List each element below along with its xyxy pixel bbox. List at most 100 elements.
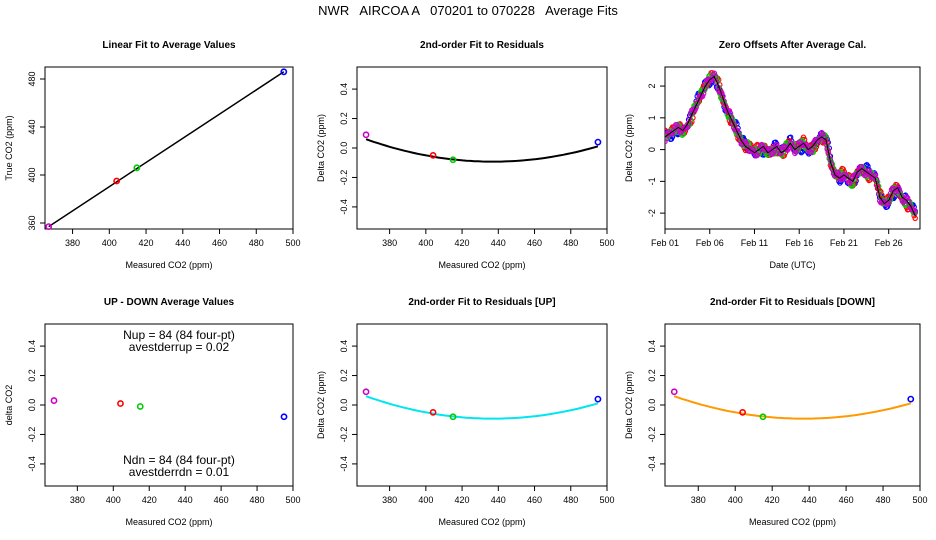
y-tick-label: -2	[647, 209, 657, 217]
plot-area	[365, 395, 599, 420]
x-tick-label: 440	[491, 495, 506, 505]
y-tick-label: -0.4	[27, 456, 37, 472]
x-tick-label: 440	[178, 495, 193, 505]
x-tick-label: 500	[912, 495, 927, 505]
y-tick-label: -0.2	[647, 427, 657, 443]
trace-point-purple	[754, 152, 761, 158]
y-tick-label: -1	[647, 177, 657, 185]
x-tick-label: 420	[139, 238, 154, 248]
y-tick-label: 2	[647, 84, 657, 89]
data-point-red	[429, 151, 437, 159]
plot-title: 2nd-order Fit to Residuals	[420, 40, 544, 51]
x-tick-label: 480	[250, 495, 265, 505]
annotation-avestderrdn: avestderrdn = 0.01	[129, 465, 230, 479]
x-tick-label: 400	[728, 495, 743, 505]
x-tick-label: 420	[455, 495, 470, 505]
data-point-red	[739, 408, 747, 416]
x-tick-label: 380	[382, 238, 397, 248]
y-axis-label: Delta CO2 (ppm)	[316, 371, 326, 439]
x-tick-label: 380	[691, 495, 706, 505]
plot-frame	[664, 66, 921, 230]
data-point-blue	[280, 68, 288, 76]
x-tick-label: 480	[563, 495, 578, 505]
x-tick-label: 460	[527, 495, 542, 505]
trace-point-purple	[670, 127, 677, 134]
x-tick-label: Feb 26	[875, 238, 903, 248]
x-tick-label: 480	[249, 238, 264, 248]
x-axis-label: Measured CO2 (ppm)	[125, 517, 212, 527]
y-tick-label: 0	[647, 147, 657, 152]
annotation-nup: Nup = 84 (84 four-pt)	[123, 328, 235, 342]
plot-title: 2nd-order Fit to Residuals [DOWN]	[710, 297, 875, 308]
plot-area	[673, 395, 912, 420]
x-axis-label: Measured CO2 (ppm)	[438, 517, 525, 527]
data-point-blue	[907, 395, 915, 403]
y-axis-label: True CO2 (ppm)	[4, 115, 14, 180]
x-tick-label: 380	[382, 495, 397, 505]
data-point-purple	[50, 397, 58, 404]
trace-point-purple	[820, 131, 826, 137]
y-tick-label: 0.2	[27, 369, 37, 382]
trace-point-purple	[665, 138, 668, 145]
x-tick-label: 400	[418, 238, 433, 248]
data-point-blue	[594, 138, 602, 146]
data-point-purple	[670, 388, 678, 396]
x-tick-label: 500	[599, 495, 614, 505]
fit-curve	[365, 138, 599, 163]
y-tick-label: 0.4	[27, 340, 37, 353]
trace-point-blue	[799, 148, 806, 155]
x-tick-label: 460	[839, 495, 854, 505]
y-axis-label: Delta CO2 (ppm)	[624, 114, 634, 182]
y-tick-label: 0.0	[339, 399, 349, 412]
y-tick-label: -0.4	[339, 199, 349, 215]
x-tick-label: 380	[65, 238, 80, 248]
y-tick-label: 1	[647, 115, 657, 120]
x-tick-label: 460	[214, 495, 229, 505]
data-point-red	[113, 177, 121, 185]
plot-title: 2nd-order Fit to Residuals [UP]	[408, 297, 555, 308]
data-point-red	[429, 408, 437, 416]
trace-point-purple	[836, 171, 842, 178]
plot-frame	[44, 66, 294, 230]
x-tick-label: Feb 01	[651, 238, 679, 248]
trace-point-purple	[895, 185, 901, 191]
trace-point-purple	[675, 124, 681, 130]
x-axis-label: Measured CO2 (ppm)	[749, 517, 836, 527]
data-point-green	[136, 403, 144, 410]
x-tick-label: 380	[70, 495, 85, 505]
y-tick-label: 0.2	[647, 369, 657, 382]
annotation-avestderrup: avestderrup = 0.02	[129, 340, 230, 354]
trace-point-purple	[828, 161, 835, 167]
y-axis-label: Delta CO2 (ppm)	[624, 371, 634, 439]
x-tick-label: 400	[102, 238, 117, 248]
trace-point-purple	[793, 149, 799, 155]
y-tick-label: -0.2	[339, 427, 349, 443]
y-tick-label: -0.4	[339, 456, 349, 472]
y-tick-label: 0.0	[647, 399, 657, 412]
y-tick-label: 480	[27, 71, 37, 86]
x-tick-label: 500	[285, 495, 300, 505]
data-point-green	[449, 413, 457, 421]
y-axis-label: delta CO2	[4, 385, 14, 426]
x-tick-label: 500	[285, 238, 300, 248]
fit-line	[48, 71, 285, 228]
data-point-green	[759, 413, 767, 421]
plot-title: Zero Offsets After Average Cal.	[719, 40, 866, 51]
y-tick-label: 0.4	[339, 340, 349, 353]
y-tick-label: 440	[27, 119, 37, 134]
trace-point-purple	[907, 202, 913, 209]
x-tick-label: Feb 11	[741, 238, 768, 248]
trace-point-purple	[744, 144, 751, 151]
y-axis-label: Delta CO2 (ppm)	[316, 114, 326, 182]
data-point-purple	[362, 388, 370, 396]
trace-point-purple	[792, 150, 798, 157]
trace-point-purple	[819, 130, 825, 136]
trace-point-blue	[798, 149, 805, 156]
x-axis-label: Date (UTC)	[769, 260, 815, 270]
data-point-purple	[45, 223, 53, 230]
x-tick-label: 500	[599, 238, 614, 248]
x-tick-label: Feb 21	[830, 238, 858, 248]
trace-point-purple	[884, 201, 891, 208]
trace-line	[665, 75, 916, 217]
